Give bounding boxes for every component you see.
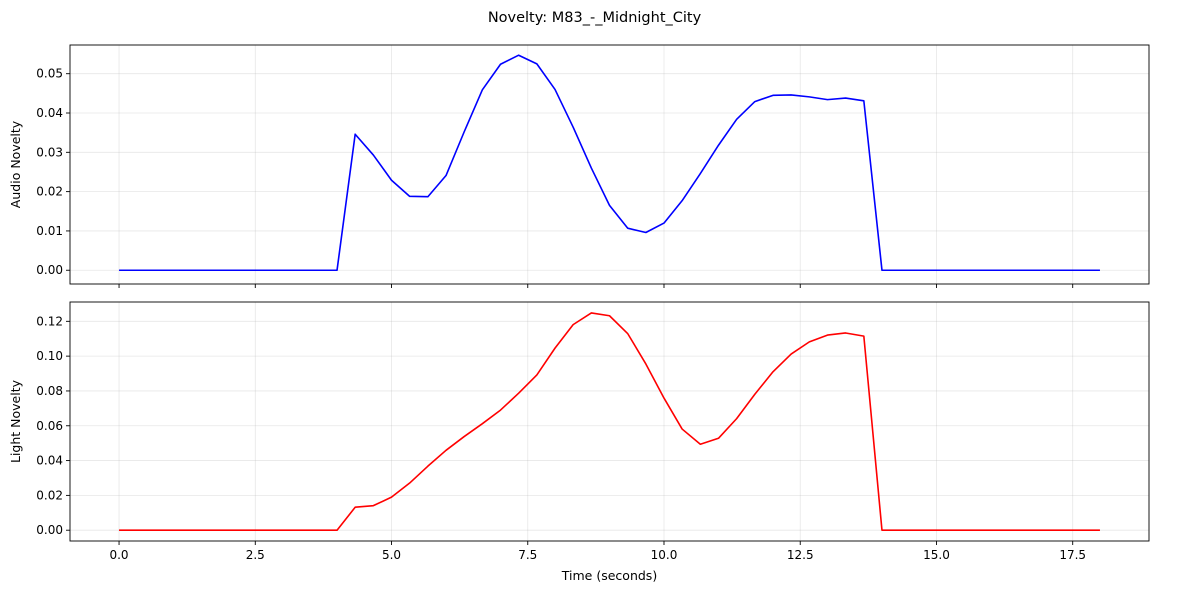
y-axis-label: Audio Novelty (8, 120, 23, 208)
x-tick-label: 15.0 (923, 548, 950, 562)
y-tick-label: 0.03 (36, 145, 63, 159)
y-tick-label: 0.12 (36, 314, 63, 328)
y-tick-label: 0.10 (36, 349, 63, 363)
x-tick-label: 12.5 (787, 548, 814, 562)
axes-frame (69, 301, 1150, 542)
y-tick-label: 0.00 (36, 263, 63, 277)
y-tick-label: 0.02 (36, 185, 63, 199)
y-tick-label: 0.04 (36, 106, 63, 120)
x-tick-label: 0.0 (109, 548, 128, 562)
axes-frame (69, 44, 1150, 285)
y-axis-label: Light Novelty (8, 379, 23, 463)
x-tick-label: 10.0 (651, 548, 678, 562)
x-tick-label: 17.5 (1059, 548, 1086, 562)
series-line (119, 54, 1100, 272)
light-novelty-panel: 0.0 2.5 5.0 7.5 10.0 12.5 15.0 17.5 0.00 0.02 0.04… (8, 301, 1150, 583)
y-tick-label: 0.00 (36, 523, 63, 537)
y-tick-label: 0.08 (36, 384, 63, 398)
x-axis-label: Time (seconds) (561, 568, 657, 583)
y-tick-label: 0.02 (36, 488, 63, 502)
audio-novelty-panel: 0.00 0.01 0.02 0.03 0.04 0.05 Audio Novelty (8, 44, 1150, 288)
x-tick-label: 5.0 (382, 548, 401, 562)
y-tick-label: 0.01 (36, 224, 63, 238)
x-tick-label: 2.5 (246, 548, 265, 562)
y-tick-label: 0.06 (36, 419, 63, 433)
figure-title: Novelty: M83_-_Midnight_City (488, 10, 702, 26)
series-line (119, 312, 1100, 532)
x-tick-label: 7.5 (518, 548, 537, 562)
y-tick-label: 0.04 (36, 454, 63, 468)
y-tick-label: 0.05 (36, 67, 63, 81)
